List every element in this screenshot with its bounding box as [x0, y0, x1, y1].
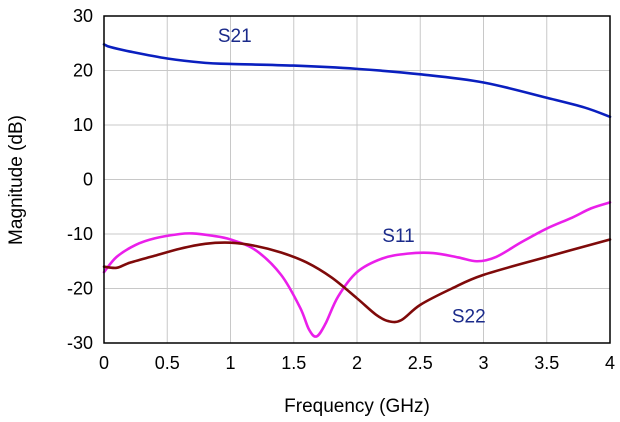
y-tick-label: 0 [83, 170, 93, 190]
x-tick-label: 1.5 [281, 353, 306, 373]
y-tick-labels: 30 20 10 0 -10 -20 -30 [67, 6, 93, 353]
series-label-s22: S22 [452, 306, 486, 327]
x-tick-label: 2.5 [408, 353, 433, 373]
y-tick-label: 20 [73, 61, 93, 81]
y-tick-label: 30 [73, 6, 93, 26]
x-tick-label: 3 [478, 353, 488, 373]
y-tick-label: 10 [73, 115, 93, 135]
x-tick-label: 3.5 [534, 353, 559, 373]
x-tick-label: 4 [605, 353, 615, 373]
x-tick-labels: 0 0.5 1 1.5 2 2.5 3 3.5 4 [99, 353, 615, 373]
y-tick-label: -20 [67, 279, 93, 299]
y-axis-title: Magnitude (dB) [6, 115, 27, 245]
x-tick-label: 2 [352, 353, 362, 373]
plot-frame [103, 15, 611, 344]
series-label-s21: S21 [218, 26, 252, 47]
y-tick-label: -30 [67, 333, 93, 353]
series-annotations: S21 S11 S22 [218, 26, 486, 327]
series-line-s22 [102, 238, 612, 324]
x-tick-label: 0.5 [155, 353, 180, 373]
x-axis-title: Frequency (GHz) [284, 396, 430, 417]
x-tick-label: 1 [225, 353, 235, 373]
series-layer [102, 43, 612, 338]
y-tick-label: -10 [67, 224, 93, 244]
x-tick-label: 0 [99, 353, 109, 373]
series-line-s21 [102, 43, 612, 119]
series-label-s11: S11 [382, 226, 414, 247]
series-line-s11 [102, 201, 612, 338]
